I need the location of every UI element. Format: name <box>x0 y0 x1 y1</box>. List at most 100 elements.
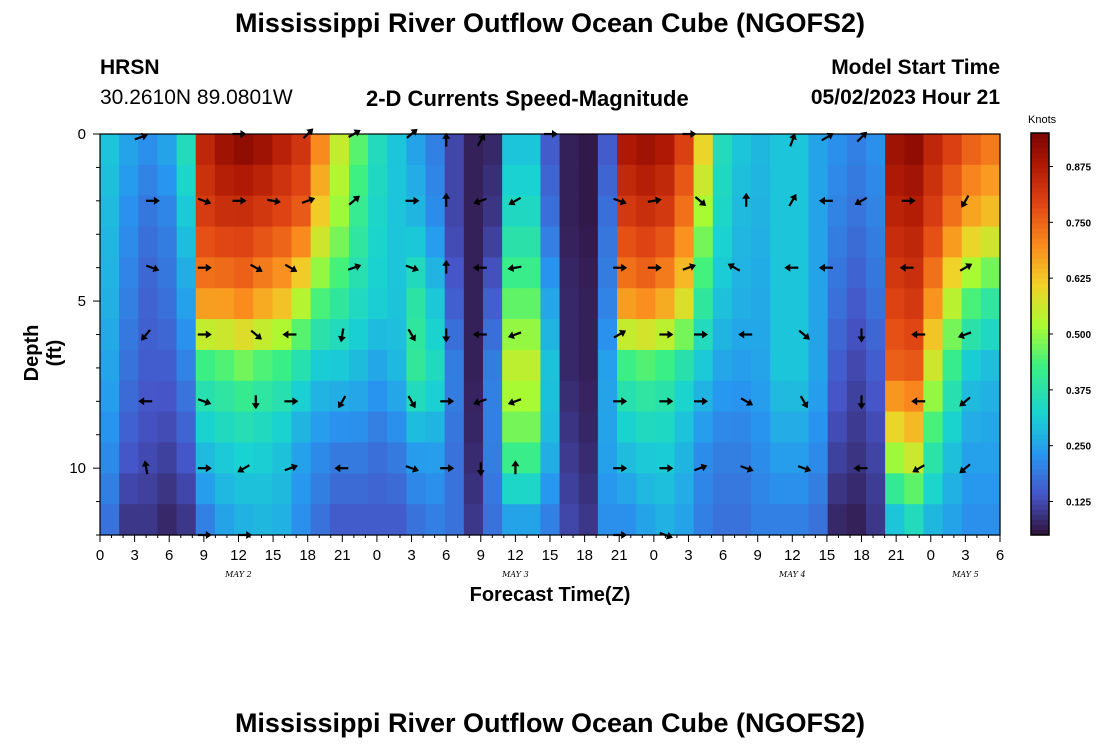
heatmap-cell <box>885 504 905 536</box>
heatmap-cell <box>980 195 1001 228</box>
heatmap-cell <box>961 134 982 166</box>
heatmap-cell <box>731 257 752 289</box>
heatmap-cell <box>482 504 503 536</box>
heatmap-cell <box>100 380 120 413</box>
current-arrow <box>508 196 522 206</box>
heatmap-cell <box>291 288 312 320</box>
heatmap-cell <box>482 164 503 197</box>
current-arrow <box>899 263 914 272</box>
x-tick-label: 6 <box>719 547 727 564</box>
heatmap-cell <box>942 319 963 351</box>
x-tick-label: 3 <box>961 547 969 564</box>
heatmap-cell <box>942 164 963 197</box>
heatmap-cell <box>329 164 350 197</box>
heatmap-cell <box>827 195 848 228</box>
heatmap-cell <box>923 195 944 228</box>
heatmap-cell <box>770 195 790 228</box>
heatmap-cell <box>885 442 905 474</box>
heatmap-cell <box>923 504 944 536</box>
heatmap-cell <box>253 257 273 289</box>
heatmap-cell <box>540 134 561 166</box>
colorbar-segment <box>1031 218 1049 224</box>
heatmap-cell <box>138 504 159 536</box>
heatmap-cell <box>942 195 963 228</box>
current-arrow <box>405 465 420 473</box>
heatmap-cell <box>368 380 388 413</box>
heatmap-cell <box>463 442 484 474</box>
heatmap-cell <box>195 442 216 474</box>
colorbar-segment <box>1031 133 1049 139</box>
current-arrow <box>789 133 797 147</box>
heatmap-cell <box>444 504 465 536</box>
heatmap-cell <box>578 319 599 351</box>
heatmap-cell <box>617 288 637 320</box>
current-arrow <box>338 328 346 343</box>
heatmap-cell <box>463 226 484 258</box>
current-arrow <box>407 328 416 342</box>
heatmap-cell <box>980 288 1001 320</box>
current-arrow <box>742 192 751 207</box>
heatmap-cell <box>387 288 407 320</box>
heatmap-cell <box>655 257 676 289</box>
heatmap-cell <box>789 164 810 197</box>
colorbar-segment <box>1031 323 1049 330</box>
heatmap-cell <box>904 195 925 228</box>
heatmap-cell <box>961 411 982 444</box>
heatmap-cell <box>693 288 714 320</box>
colorbar-segment <box>1031 369 1049 375</box>
colorbar-segment <box>1031 394 1049 400</box>
heatmap-cell <box>406 411 427 444</box>
heatmap-cell <box>980 319 1001 351</box>
heatmap-cell <box>865 319 886 351</box>
current-arrow <box>613 330 627 339</box>
colorbar-segment <box>1031 364 1049 370</box>
heatmap-cell <box>712 380 733 413</box>
heatmap-cell <box>253 473 273 505</box>
heatmap-cell <box>291 380 312 413</box>
x-tick-label: 0 <box>373 547 381 564</box>
heatmap-cell <box>482 411 503 444</box>
heatmap-cell <box>387 442 407 474</box>
current-arrow <box>511 460 520 475</box>
heatmap-cell <box>119 411 139 444</box>
colorbar-segment <box>1031 208 1049 214</box>
heatmap-cell <box>463 504 484 536</box>
heatmap-cell <box>751 349 771 382</box>
heatmap-cell <box>195 164 216 197</box>
heatmap-cell <box>406 288 427 320</box>
heatmap-cell <box>712 442 733 474</box>
heatmap-cell <box>636 134 656 166</box>
heatmap-cell <box>214 226 235 258</box>
heatmap-cell <box>234 349 254 382</box>
heatmap-cell <box>636 442 656 474</box>
heatmap-cell <box>176 226 197 258</box>
heatmap-cell <box>502 380 522 413</box>
heatmap-cell <box>885 473 905 505</box>
heatmap-cell <box>157 380 178 413</box>
heatmap-cell <box>482 349 503 382</box>
heatmap-cell <box>329 226 350 258</box>
heatmap-cell <box>693 473 714 505</box>
heatmap-cell <box>406 257 427 289</box>
heatmap-cell <box>827 442 848 474</box>
current-arrow <box>912 464 925 473</box>
heatmap-cell <box>827 257 848 289</box>
x-tick-label: 15 <box>819 547 836 564</box>
colorbar-segment <box>1031 434 1049 441</box>
date-label: MAY 5 <box>951 570 979 579</box>
heatmap-cell <box>100 473 120 505</box>
heatmap-cell <box>176 257 197 289</box>
heatmap-cell <box>904 164 925 197</box>
current-arrow <box>740 465 754 473</box>
heatmap-cell <box>138 442 159 474</box>
heatmap-cell <box>310 134 331 166</box>
heatmap-cell <box>674 380 695 413</box>
heatmap-cell <box>368 319 388 351</box>
heatmap-cell <box>310 164 331 197</box>
x-tick-label: 0 <box>96 547 104 564</box>
heatmap-cell <box>234 257 254 289</box>
heatmap-cell <box>578 134 599 166</box>
heatmap-cell <box>368 411 388 444</box>
current-arrow <box>911 397 926 406</box>
colorbar-segment <box>1031 444 1049 451</box>
